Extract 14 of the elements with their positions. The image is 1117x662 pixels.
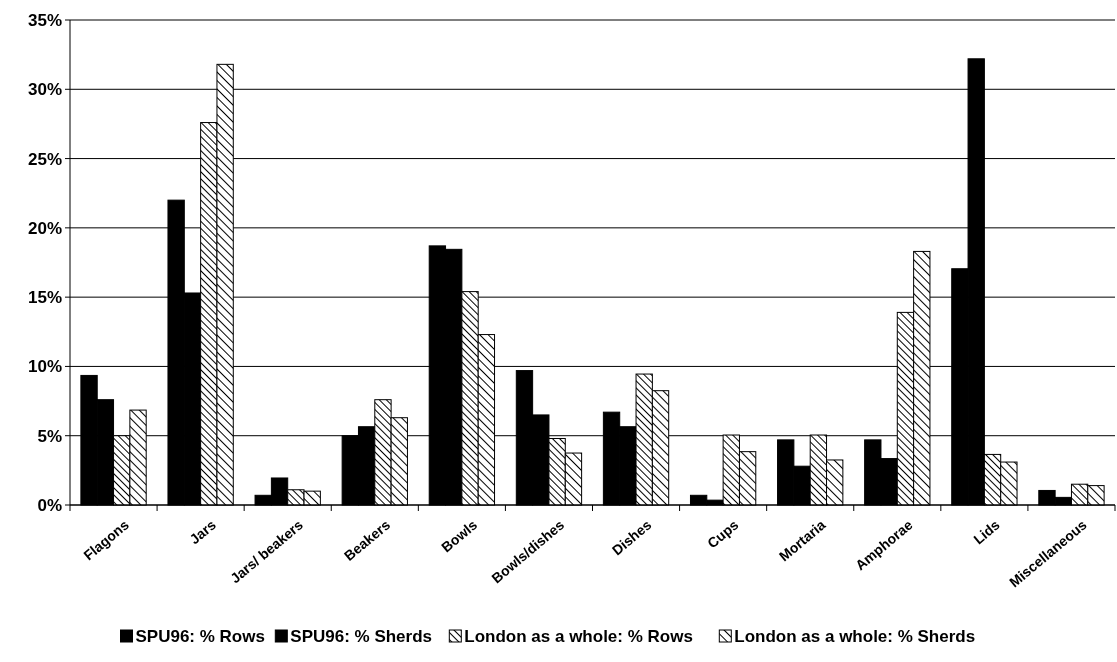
y-tick-label: 15% bbox=[27, 288, 62, 308]
x-tick-label: Jars bbox=[186, 516, 220, 548]
legend-label: SPU96: % Rows bbox=[135, 627, 265, 646]
legend-label: London as a whole: % Sherds bbox=[734, 627, 976, 646]
x-tick-label: Lids bbox=[970, 516, 1003, 548]
y-tick-label: 20% bbox=[27, 218, 62, 238]
y-tick-label: 35% bbox=[27, 10, 62, 30]
y-tick-label: 25% bbox=[27, 149, 62, 169]
y-tick-label: 5% bbox=[37, 426, 62, 446]
y-tick-label: 30% bbox=[27, 80, 62, 100]
y-tick-label: 0% bbox=[37, 495, 62, 515]
y-tick-label: 10% bbox=[27, 357, 62, 377]
legend-label: SPU96: % Sherds bbox=[290, 627, 433, 646]
legend-label: London as a whole: % Rows bbox=[464, 627, 693, 646]
